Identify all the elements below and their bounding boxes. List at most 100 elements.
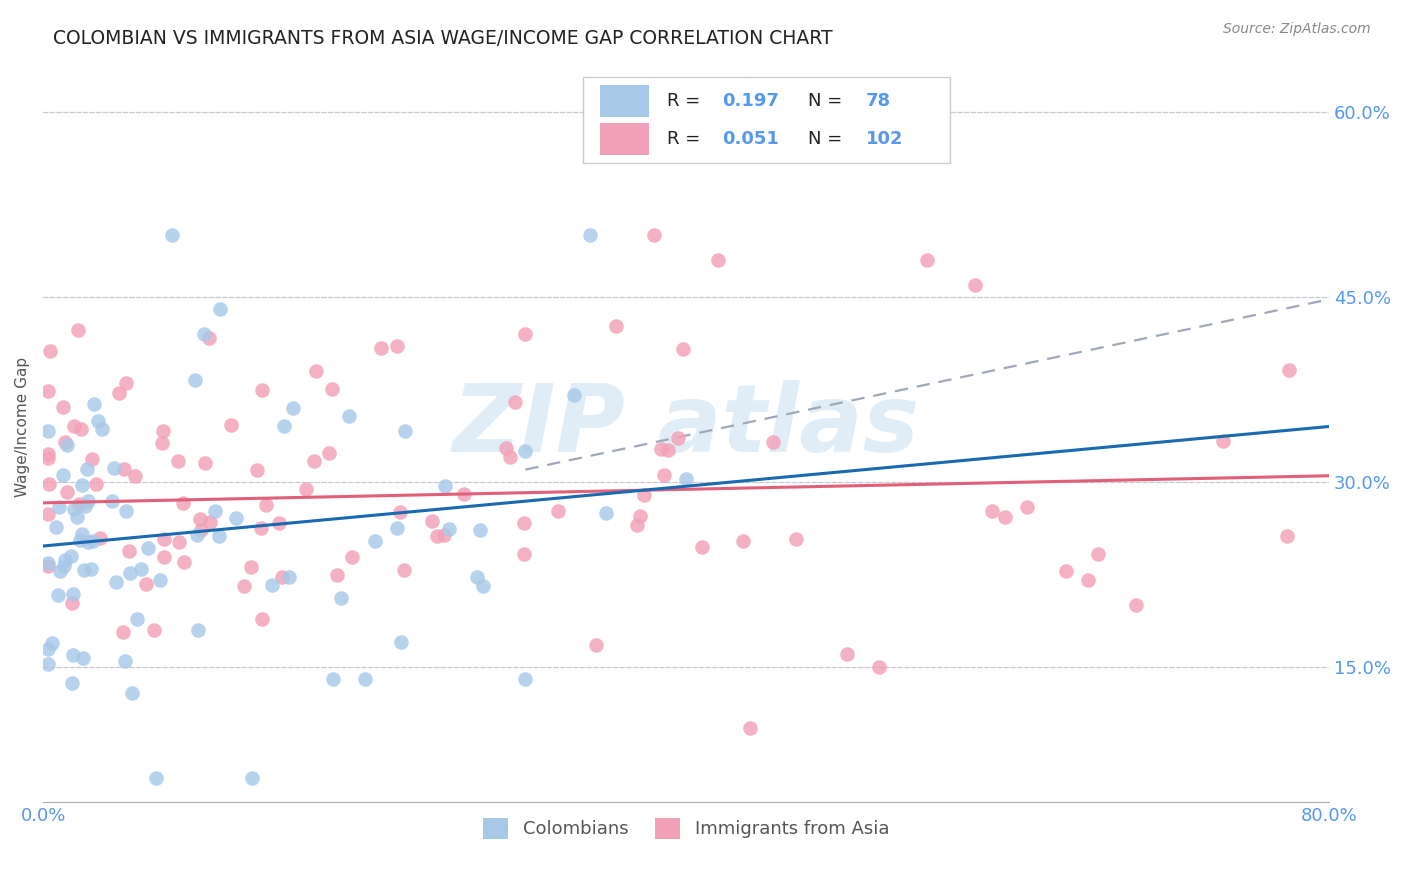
Point: [167, 535, 190, 549]
Text: 102: 102: [866, 130, 904, 148]
Point: [250, 521, 273, 535]
Point: [657, 442, 679, 457]
Point: [89, 531, 111, 545]
Point: [153, 550, 176, 565]
Point: [394, 425, 416, 439]
Point: [252, 612, 274, 626]
Point: [675, 472, 697, 486]
Point: [1125, 598, 1147, 612]
Point: [152, 425, 174, 439]
Point: [385, 339, 408, 353]
Bar: [600, 123, 648, 155]
Point: [149, 573, 172, 587]
Point: [318, 446, 340, 460]
Point: [495, 441, 517, 455]
Bar: [600, 86, 648, 117]
Point: [432, 528, 454, 542]
Point: [1087, 547, 1109, 561]
Point: [73, 499, 96, 513]
Point: [83, 397, 105, 411]
Point: [129, 561, 152, 575]
Point: [240, 560, 263, 574]
Point: [605, 319, 627, 334]
Point: [60, 596, 83, 610]
Point: [87, 414, 110, 428]
Point: [868, 659, 890, 673]
Point: [72, 651, 94, 665]
Point: [45, 519, 67, 533]
Point: [145, 771, 167, 785]
Point: [353, 672, 375, 686]
Point: [103, 461, 125, 475]
Point: [37, 424, 59, 438]
Text: 0.051: 0.051: [723, 130, 779, 148]
Point: [37, 556, 59, 570]
Point: [666, 431, 689, 445]
Point: [114, 376, 136, 390]
Point: [993, 510, 1015, 524]
Point: [246, 462, 269, 476]
Point: [80, 452, 103, 467]
Point: [124, 468, 146, 483]
Point: [41, 636, 63, 650]
Point: [981, 503, 1004, 517]
Point: [105, 574, 128, 589]
Text: N =: N =: [808, 130, 848, 148]
Text: 0.197: 0.197: [723, 92, 779, 111]
Point: [283, 401, 305, 415]
Point: [127, 612, 149, 626]
Point: [62, 648, 84, 662]
Point: [219, 418, 242, 433]
Point: [193, 327, 215, 342]
Point: [250, 383, 273, 397]
Point: [260, 578, 283, 592]
Point: [1275, 529, 1298, 543]
Point: [385, 520, 408, 534]
Point: [107, 386, 129, 401]
Point: [321, 382, 343, 396]
Point: [426, 529, 449, 543]
Point: [56, 485, 79, 500]
Point: [37, 508, 59, 522]
Point: [240, 771, 263, 785]
Point: [329, 591, 352, 606]
Point: [1015, 500, 1038, 515]
Point: [470, 524, 492, 538]
Point: [56, 438, 79, 452]
Point: [208, 529, 231, 543]
Point: [204, 504, 226, 518]
Point: [515, 444, 537, 458]
Point: [326, 568, 349, 582]
Point: [277, 569, 299, 583]
Point: [172, 496, 194, 510]
Point: [63, 501, 86, 516]
Point: [707, 253, 730, 268]
Point: [271, 569, 294, 583]
Point: [652, 467, 675, 482]
Point: [1054, 564, 1077, 578]
Point: [208, 302, 231, 317]
Point: [472, 579, 495, 593]
Point: [80, 562, 103, 576]
Point: [67, 497, 90, 511]
Point: [112, 462, 135, 476]
Point: [733, 533, 755, 548]
Point: [434, 479, 457, 493]
Point: [118, 543, 141, 558]
Point: [186, 527, 208, 541]
Point: [150, 436, 173, 450]
Point: [762, 435, 785, 450]
Point: [547, 503, 569, 517]
Point: [114, 654, 136, 668]
Point: [120, 566, 142, 581]
Point: [84, 477, 107, 491]
Point: [835, 648, 858, 662]
Point: [37, 558, 59, 573]
Point: [63, 418, 86, 433]
Point: [77, 535, 100, 549]
Point: [513, 547, 536, 561]
Point: [70, 478, 93, 492]
Point: [337, 409, 360, 423]
Point: [70, 527, 93, 541]
Y-axis label: Wage/Income Gap: Wage/Income Gap: [15, 357, 30, 497]
